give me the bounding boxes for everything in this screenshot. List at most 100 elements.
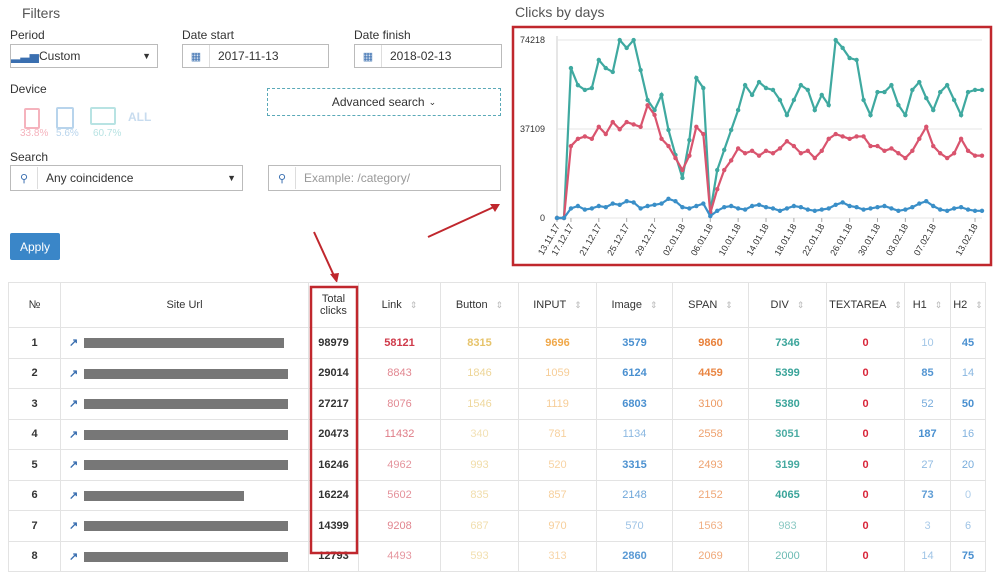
data-point bbox=[854, 134, 859, 139]
data-point bbox=[666, 143, 671, 149]
tablet-icon[interactable] bbox=[56, 107, 74, 129]
data-point bbox=[931, 107, 936, 113]
cell-value: 0 bbox=[862, 458, 869, 471]
table-row: 2 ↗ 29014 8843 1846 1059 6124 4459 5399 0 85 14 bbox=[8, 357, 986, 389]
data-point bbox=[896, 208, 901, 214]
table-cell: 73 bbox=[904, 479, 951, 511]
redacted-url bbox=[84, 338, 285, 349]
apply-button[interactable]: Apply bbox=[10, 233, 60, 260]
sort-icon: ⇕ bbox=[894, 300, 902, 310]
cell-value: 4493 bbox=[387, 550, 412, 563]
search-mode-select[interactable]: ⚲ Any coincidence ▼ bbox=[10, 165, 243, 191]
data-point bbox=[840, 134, 845, 139]
redacted-url bbox=[84, 490, 245, 501]
header-text: TEXTAREA bbox=[829, 299, 887, 311]
column-header: DIV ⇕ bbox=[748, 282, 827, 328]
table-cell: 1119 bbox=[518, 388, 597, 420]
data-point bbox=[756, 79, 762, 85]
redacted-url bbox=[84, 429, 289, 440]
external-link-icon[interactable]: ↗ bbox=[69, 428, 79, 441]
column-header: Site Url bbox=[60, 282, 309, 328]
table-cell: ↗ bbox=[60, 327, 309, 359]
external-link-icon[interactable]: ↗ bbox=[69, 459, 79, 472]
data-point bbox=[722, 147, 727, 153]
search-input[interactable]: ⚲ Example: /category/ bbox=[268, 165, 501, 191]
table-row: 8 ↗ 12793 4493 593 313 2860 2069 2000 0 14 75 bbox=[8, 540, 986, 572]
data-point bbox=[784, 206, 790, 211]
cell-value: 16246 bbox=[318, 458, 349, 471]
table-cell: ↗ bbox=[60, 449, 309, 481]
header-text: Site Url bbox=[166, 299, 203, 311]
cell-value: 970 bbox=[548, 519, 567, 532]
table-cell: 6124 bbox=[596, 357, 673, 389]
cell-value: 520 bbox=[548, 458, 567, 471]
x-tick-label: 02.01.18 bbox=[661, 222, 687, 257]
sort-icon: ⇕ bbox=[975, 300, 983, 310]
cell-value: 3579 bbox=[622, 336, 647, 349]
data-point bbox=[603, 65, 608, 71]
advanced-search[interactable]: Advanced search ⌄ bbox=[267, 88, 501, 116]
column-header: TEXTAREA ⇕ bbox=[826, 282, 905, 328]
data-point bbox=[568, 206, 574, 211]
cell-value: 835 bbox=[470, 489, 489, 502]
data-point bbox=[638, 124, 643, 130]
device-all[interactable]: ALL bbox=[128, 110, 152, 124]
data-point bbox=[694, 203, 699, 209]
data-point bbox=[910, 87, 915, 93]
data-point bbox=[582, 207, 588, 212]
cell-value: 12793 bbox=[318, 550, 349, 563]
header-text: Button bbox=[455, 299, 488, 311]
phone-icon[interactable] bbox=[24, 108, 40, 129]
cell-value: 11432 bbox=[384, 428, 415, 441]
table-cell: 16 bbox=[950, 418, 986, 450]
table-cell: 570 bbox=[596, 510, 673, 542]
cell-value: 983 bbox=[778, 519, 797, 532]
cell-value: 50 bbox=[961, 397, 975, 410]
desktop-icon[interactable] bbox=[90, 107, 116, 125]
data-point bbox=[701, 201, 706, 206]
data-point bbox=[756, 153, 762, 158]
data-point bbox=[812, 107, 817, 113]
table-cell: 5 bbox=[8, 449, 61, 481]
cell-value: 20 bbox=[961, 458, 975, 471]
table-cell: 4962 bbox=[358, 449, 441, 481]
data-point bbox=[735, 206, 741, 211]
search-label: Search bbox=[10, 150, 49, 164]
data-point bbox=[749, 148, 755, 154]
period-select[interactable]: ▂▃▅ Custom ▼ bbox=[10, 44, 158, 68]
data-point bbox=[889, 206, 894, 211]
cell-value: 2152 bbox=[698, 489, 723, 502]
data-point bbox=[910, 205, 915, 210]
cell-value: 1119 bbox=[546, 397, 569, 410]
table-cell: 52 bbox=[904, 388, 951, 420]
table-cell: 29014 bbox=[308, 357, 359, 389]
external-link-icon[interactable]: ↗ bbox=[69, 550, 79, 563]
external-link-icon[interactable]: ↗ bbox=[69, 367, 79, 380]
column-header: № bbox=[8, 282, 61, 328]
data-point bbox=[715, 167, 720, 173]
data-point bbox=[777, 208, 783, 214]
data-point bbox=[617, 202, 622, 208]
date-finish-input[interactable]: ▦ 2018-02-13 bbox=[354, 44, 502, 68]
table-cell: 2148 bbox=[596, 479, 673, 511]
external-link-icon[interactable]: ↗ bbox=[69, 520, 79, 533]
data-point bbox=[763, 85, 769, 91]
cell-value: 98979 bbox=[318, 336, 349, 349]
data-point bbox=[735, 107, 741, 113]
cell-value: 14 bbox=[921, 550, 934, 563]
data-point bbox=[833, 131, 838, 137]
date-start-input[interactable]: ▦ 2017-11-13 bbox=[182, 44, 329, 68]
data-point bbox=[937, 207, 943, 212]
external-link-icon[interactable]: ↗ bbox=[69, 398, 79, 411]
data-point bbox=[728, 203, 734, 209]
data-point bbox=[554, 215, 560, 221]
external-link-icon[interactable]: ↗ bbox=[69, 489, 79, 502]
data-point bbox=[596, 57, 602, 63]
x-tick-label: 18.01.18 bbox=[772, 222, 798, 257]
table-cell: 835 bbox=[440, 479, 519, 511]
external-link-icon[interactable]: ↗ bbox=[69, 337, 79, 350]
data-point bbox=[631, 122, 636, 127]
data-point bbox=[645, 103, 650, 108]
header-text: Total clicks bbox=[320, 293, 347, 317]
device-share: 5.6% bbox=[56, 128, 79, 139]
